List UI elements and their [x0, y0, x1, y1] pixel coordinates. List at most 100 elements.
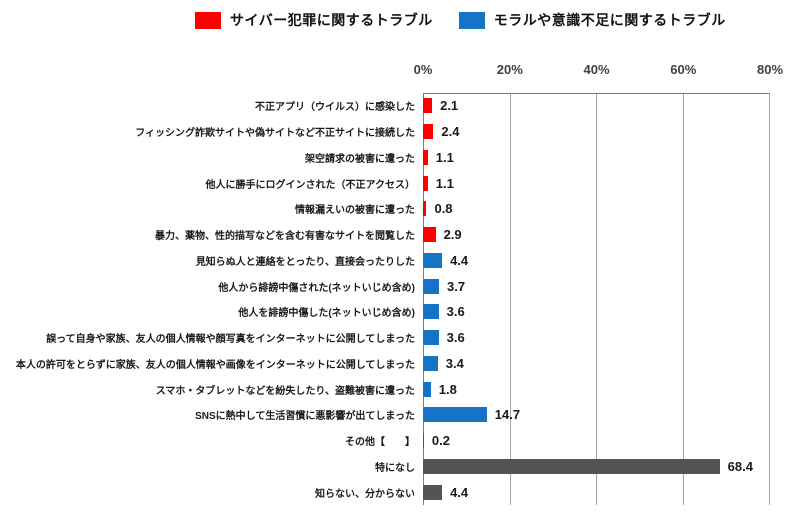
bar-row: SNSに熱中して生活習慣に悪影響が出てしまった 14.7	[0, 402, 800, 428]
bar-row: 他人に勝手にログインされた（不正アクセス） 1.1	[0, 170, 800, 196]
bar-track: 0.2	[423, 428, 770, 454]
bar-row: スマホ・タブレットなどを紛失したり、盗難被害に遭った 1.8	[0, 376, 800, 402]
bar	[423, 278, 440, 294]
bar	[423, 252, 443, 268]
x-axis-tick-label: 20%	[496, 62, 523, 77]
legend-label-moral: モラルや意識不足に関するトラブル	[493, 12, 726, 28]
bar-value-label: 1.8	[438, 381, 457, 397]
bar-track: 14.7	[423, 402, 770, 428]
bar-track: 2.1	[423, 93, 770, 119]
chart-legend: サイバー犯罪に関するトラブル モラルや意識不足に関するトラブル	[195, 10, 726, 30]
bar	[423, 433, 424, 449]
category-label: 知らない、分からない	[315, 488, 415, 500]
bar-value-label: 2.9	[443, 227, 462, 243]
bar-row: 他人を誹謗中傷した(ネットいじめ含め) 3.6	[0, 299, 800, 325]
gridline	[509, 94, 511, 505]
category-label: 他人を誹謗中傷した(ネットいじめ含め)	[238, 308, 415, 320]
bar	[423, 355, 438, 371]
bar-row: 誤って自身や家族、友人の個人情報や顔写真をインターネットに公開してしまった 3.6	[0, 325, 800, 351]
bar	[423, 330, 439, 346]
bar-row: 架空請求の被害に遭った 1.1	[0, 145, 800, 171]
bar-row: 本人の許可をとらずに家族、友人の個人情報や画像をインターネットに公開してしまった…	[0, 351, 800, 377]
bar-track: 1.8	[423, 376, 770, 402]
x-axis-tick-labels: 0% 20% 40% 60% 80%	[414, 62, 783, 80]
bar-track: 3.6	[423, 299, 770, 325]
category-label: 誤って自身や家族、友人の個人情報や顔写真をインターネットに公開してしまった	[46, 334, 415, 346]
bar-row: その他【 】 0.2	[0, 428, 800, 454]
gridline	[682, 94, 684, 505]
bar-value-label: 0.8	[434, 201, 453, 217]
bar	[423, 304, 439, 320]
bar	[423, 175, 428, 191]
category-label: 架空請求の被害に遭った	[305, 153, 415, 165]
bar-track: 0.8	[423, 196, 770, 222]
category-label: SNSに熱中して生活習慣に悪影響が出てしまった	[195, 411, 415, 423]
bar-track: 3.7	[423, 273, 770, 299]
bar-rows: 不正アプリ（ウイルス）に感染した 2.1 フィッシング詐欺サイトや偽サイトなど不正サ…	[0, 93, 800, 505]
x-axis-tick-label: 0%	[413, 62, 433, 77]
bar-track: 4.4	[423, 479, 770, 505]
bar-row: 見知らぬ人と連絡をとったり、直接会ったりした 4.4	[0, 248, 800, 274]
legend-item-cyber: サイバー犯罪に関するトラブル	[195, 10, 433, 30]
bar-value-label: 0.2	[431, 433, 450, 449]
bar-row: 暴力、薬物、性的描写などを含む有害なサイトを閲覧した 2.9	[0, 222, 800, 248]
category-label: フィッシング詐欺サイトや偽サイトなど不正サイトに接続した	[135, 128, 415, 140]
bar	[423, 149, 428, 165]
bar-value-label: 3.4	[445, 355, 464, 371]
bar-track: 68.4	[423, 454, 770, 480]
bar	[423, 124, 434, 140]
bar-row: 他人から誹謗中傷された(ネットいじめ含め) 3.7	[0, 273, 800, 299]
legend-label-cyber: サイバー犯罪に関するトラブル	[230, 12, 433, 28]
bar-track: 3.4	[423, 351, 770, 377]
bar-value-label: 3.7	[447, 278, 466, 294]
bar-value-label: 1.1	[435, 175, 454, 191]
bar-track: 2.9	[423, 222, 770, 248]
category-label: 情報漏えいの被害に遭った	[295, 205, 415, 217]
bar-track: 4.4	[423, 248, 770, 274]
bar-value-label: 68.4	[727, 458, 753, 474]
bar	[423, 201, 427, 217]
category-label: その他【 】	[345, 437, 415, 449]
legend-item-moral: モラルや意識不足に関するトラブル	[458, 10, 726, 30]
bar-track: 3.6	[423, 325, 770, 351]
x-axis-tick-label: 80%	[756, 62, 784, 77]
category-label: 見知らぬ人と連絡をとったり、直接会ったりした	[195, 256, 415, 268]
bar	[423, 98, 433, 114]
x-axis-tick-label: 40%	[583, 62, 610, 77]
category-label: 特になし	[375, 462, 415, 474]
legend-swatch-moral-icon	[458, 11, 485, 29]
bar-track: 2.4	[423, 119, 770, 145]
bar	[423, 381, 431, 397]
bar	[423, 484, 443, 500]
bar-track: 1.1	[423, 145, 770, 171]
bar-value-label: 3.6	[446, 330, 465, 346]
category-label: 不正アプリ（ウイルス）に感染した	[255, 102, 415, 114]
legend-swatch-cyber-icon	[195, 11, 221, 29]
bar-value-label: 1.1	[435, 149, 454, 165]
bar-row: 知らない、分からない 4.4	[0, 479, 800, 505]
category-label: 本人の許可をとらずに家族、友人の個人情報や画像をインターネットに公開してしまった	[15, 359, 415, 371]
x-axis-tick-label: 60%	[670, 62, 697, 77]
bar	[423, 458, 720, 474]
gridline	[596, 94, 597, 505]
category-label: 他人から誹謗中傷された(ネットいじめ含め)	[218, 282, 415, 294]
bar-value-label: 14.7	[494, 407, 521, 423]
bar-row: フィッシング詐欺サイトや偽サイトなど不正サイトに接続した 2.4	[0, 119, 800, 145]
bar-row: 情報漏えいの被害に遭った 0.8	[0, 196, 800, 222]
bar-track: 1.1	[423, 170, 770, 196]
gridline	[769, 94, 770, 505]
bar-row: 特になし 68.4	[0, 454, 800, 480]
bar	[423, 407, 487, 423]
bar-value-label: 3.6	[446, 304, 465, 320]
bar-value-label: 4.4	[450, 484, 469, 500]
plot-area	[423, 93, 770, 505]
category-label: 他人に勝手にログインされた（不正アクセス）	[205, 179, 416, 191]
bar-row: 不正アプリ（ウイルス）に感染した 2.1	[0, 93, 800, 119]
category-label: スマホ・タブレットなどを紛失したり、盗難被害に遭った	[155, 385, 415, 397]
category-label: 暴力、薬物、性的描写などを含む有害なサイトを閲覧した	[155, 231, 415, 243]
bar-value-label: 4.4	[450, 252, 469, 268]
bar-value-label: 2.4	[441, 124, 460, 140]
bar-value-label: 2.1	[440, 98, 459, 114]
bar	[423, 227, 436, 243]
